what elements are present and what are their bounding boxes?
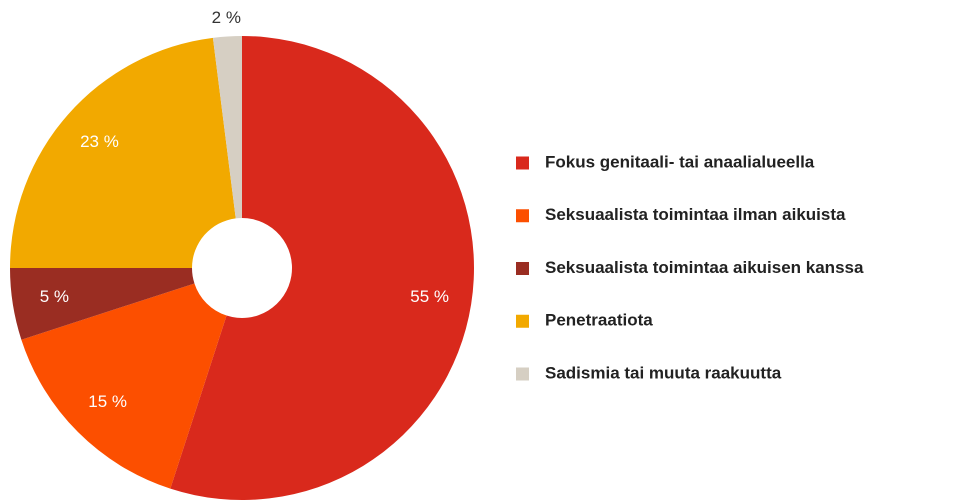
slice (10, 37, 236, 268)
legend-swatch (516, 367, 529, 381)
slice (10, 268, 195, 340)
value-label: 23 % (80, 132, 119, 151)
slice (212, 36, 242, 219)
legend-label: Penetraatiota (545, 311, 653, 330)
slice (21, 283, 227, 489)
legend-label: Seksuaalista toimintaa ilman aikuista (545, 205, 846, 224)
slice (170, 36, 475, 500)
value-label: 5 % (40, 287, 69, 306)
legend-label: Seksuaalista toimintaa aikuisen kanssa (545, 258, 864, 277)
legend-label: Fokus genitaali- tai anaalialueella (545, 152, 815, 171)
legend-swatch (516, 314, 529, 328)
value-label: 15 % (88, 392, 127, 411)
value-label: 2 % (212, 8, 241, 27)
legend-swatch (516, 156, 529, 170)
value-label: 55 % (410, 287, 449, 306)
legend-swatch (516, 209, 529, 223)
legend-swatch (516, 262, 529, 275)
legend-label: Sadismia tai muuta raakuutta (545, 363, 782, 382)
